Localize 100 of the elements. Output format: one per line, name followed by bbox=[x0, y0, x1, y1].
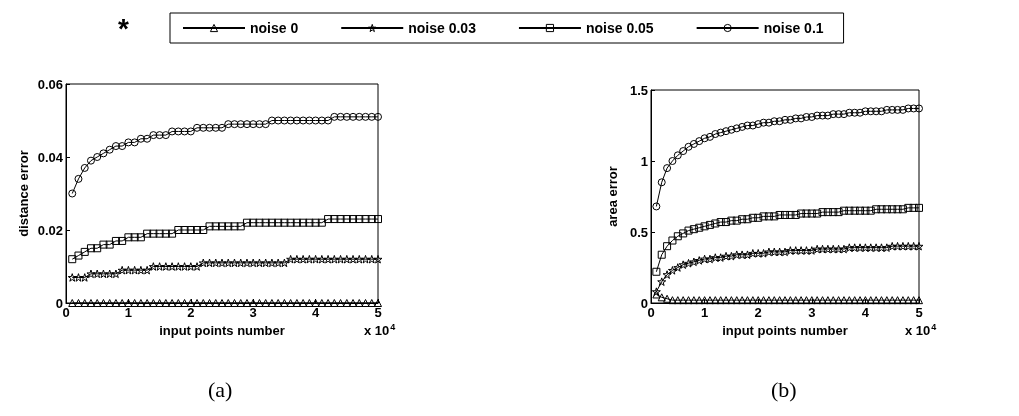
point bbox=[267, 116, 276, 125]
point bbox=[292, 254, 302, 264]
point bbox=[186, 262, 196, 271]
point bbox=[785, 246, 795, 255]
point bbox=[311, 254, 321, 264]
point bbox=[716, 296, 725, 305]
point bbox=[223, 258, 233, 268]
point bbox=[217, 258, 227, 268]
point bbox=[136, 265, 146, 275]
point bbox=[349, 112, 358, 121]
point bbox=[111, 269, 121, 279]
point bbox=[829, 296, 838, 305]
point bbox=[80, 163, 89, 172]
point bbox=[791, 114, 800, 123]
point bbox=[236, 258, 246, 268]
point bbox=[834, 208, 843, 217]
point bbox=[684, 258, 694, 268]
point bbox=[759, 249, 769, 258]
point bbox=[248, 258, 258, 268]
point bbox=[823, 111, 832, 120]
point bbox=[705, 296, 714, 305]
point bbox=[754, 213, 763, 222]
point bbox=[678, 260, 688, 269]
point bbox=[738, 122, 747, 131]
point bbox=[373, 254, 383, 264]
point bbox=[748, 249, 758, 258]
point bbox=[807, 112, 816, 121]
point bbox=[367, 112, 376, 121]
point bbox=[786, 210, 795, 219]
point bbox=[130, 233, 139, 242]
point bbox=[903, 241, 913, 251]
point bbox=[668, 157, 677, 165]
point bbox=[130, 265, 140, 275]
point bbox=[173, 262, 183, 271]
point bbox=[311, 116, 320, 125]
point bbox=[105, 269, 115, 279]
point bbox=[304, 254, 314, 264]
point bbox=[218, 222, 226, 231]
point bbox=[689, 257, 699, 267]
point bbox=[657, 178, 666, 187]
point bbox=[186, 127, 195, 136]
point bbox=[361, 254, 371, 264]
point bbox=[348, 254, 358, 264]
point bbox=[786, 115, 795, 124]
point bbox=[118, 142, 127, 151]
point bbox=[663, 164, 672, 173]
point bbox=[80, 247, 89, 256]
point bbox=[722, 218, 731, 227]
point bbox=[74, 174, 83, 183]
point bbox=[657, 293, 666, 302]
point bbox=[882, 205, 891, 214]
y-axis-title: distance error bbox=[16, 150, 31, 237]
point bbox=[180, 262, 190, 271]
point bbox=[716, 128, 725, 137]
point bbox=[673, 296, 682, 305]
point bbox=[904, 203, 913, 212]
point bbox=[98, 269, 108, 279]
point bbox=[330, 112, 339, 121]
point bbox=[807, 296, 816, 305]
point bbox=[727, 125, 736, 134]
y-tick-label: 0.06 bbox=[37, 76, 63, 92]
point bbox=[80, 273, 90, 282]
point bbox=[732, 296, 741, 305]
point bbox=[839, 244, 849, 254]
point bbox=[99, 240, 108, 249]
point bbox=[242, 258, 252, 268]
point bbox=[844, 243, 854, 252]
point bbox=[168, 229, 177, 238]
y-tick-label: 1 bbox=[640, 153, 648, 169]
point bbox=[305, 116, 314, 125]
point bbox=[230, 222, 239, 231]
point bbox=[753, 249, 763, 258]
x-tick-label: 5 bbox=[374, 305, 382, 320]
point bbox=[205, 222, 214, 231]
point bbox=[861, 107, 870, 116]
point bbox=[888, 296, 897, 305]
point bbox=[856, 108, 865, 117]
point bbox=[673, 263, 683, 272]
point bbox=[174, 127, 183, 136]
point bbox=[663, 294, 672, 303]
point bbox=[684, 142, 693, 151]
point bbox=[828, 244, 838, 254]
point bbox=[689, 296, 698, 305]
point bbox=[280, 116, 289, 125]
point bbox=[679, 147, 688, 156]
point bbox=[361, 215, 370, 224]
point bbox=[716, 218, 725, 227]
point bbox=[142, 265, 152, 275]
point bbox=[775, 296, 784, 305]
y-tick-label: 0.02 bbox=[37, 222, 63, 238]
point bbox=[716, 253, 726, 262]
point bbox=[652, 202, 661, 211]
point bbox=[866, 206, 875, 215]
point bbox=[845, 296, 854, 305]
point bbox=[738, 296, 747, 305]
point bbox=[909, 104, 918, 113]
point bbox=[105, 145, 114, 154]
point bbox=[261, 258, 271, 268]
point bbox=[218, 123, 226, 132]
point bbox=[130, 138, 139, 147]
